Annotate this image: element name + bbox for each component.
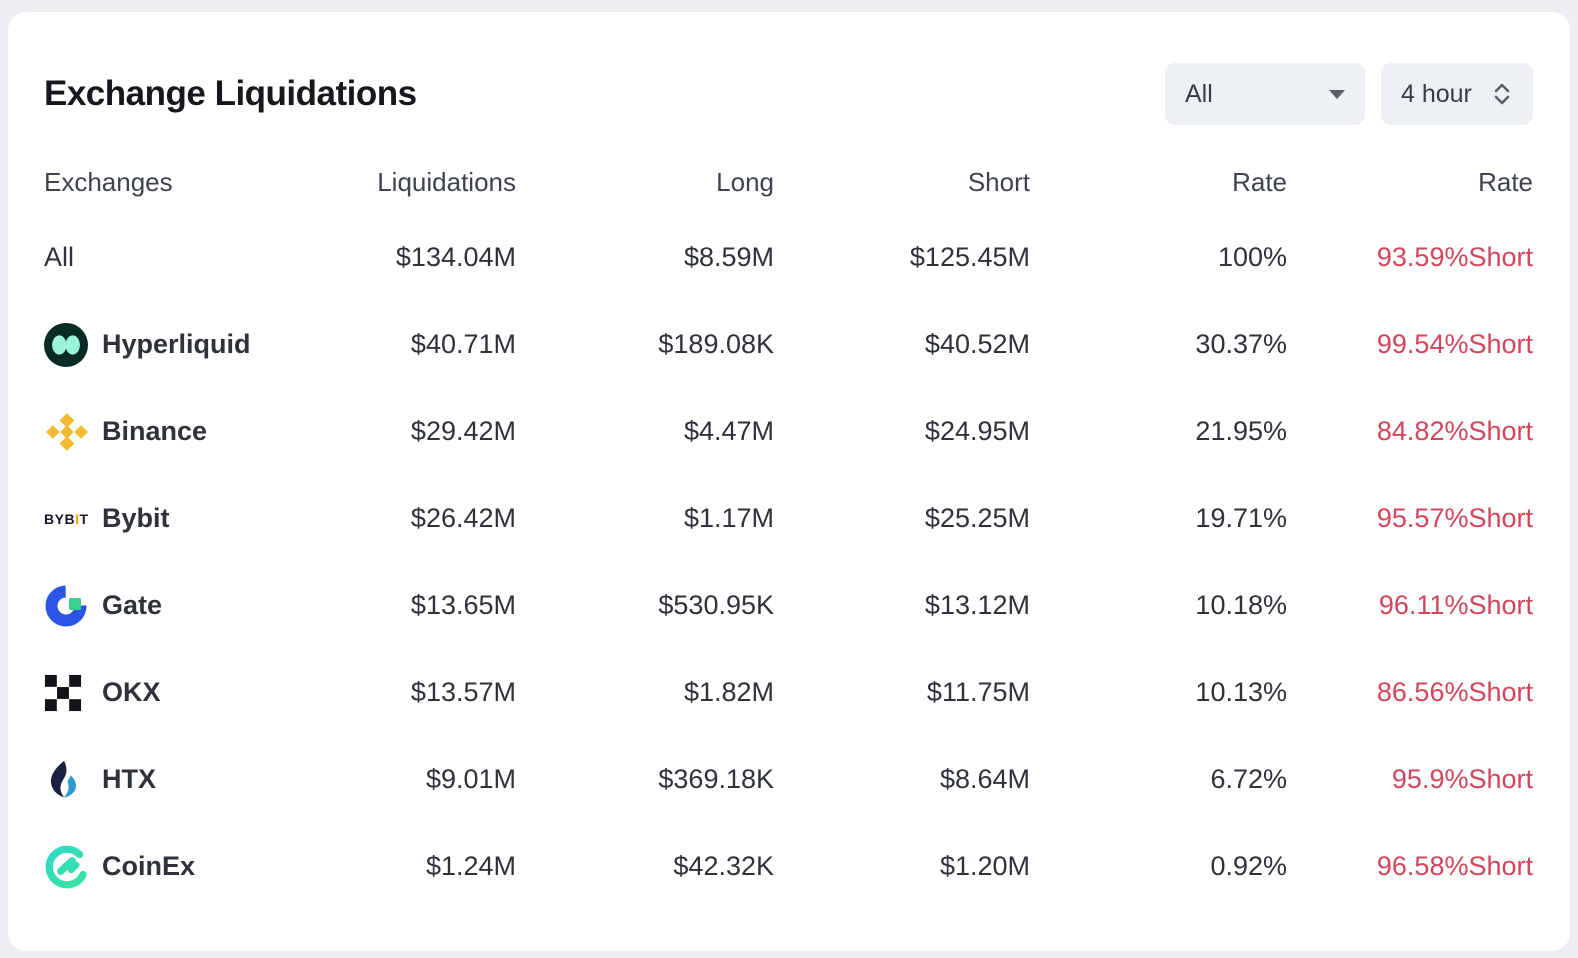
- page-title: Exchange Liquidations: [44, 74, 417, 113]
- cell-long: $189.08K: [658, 329, 774, 359]
- col-header-short[interactable]: Short: [967, 166, 1030, 197]
- cell-rate-short: 96.58%Short: [1376, 851, 1533, 881]
- col-header-liquidations[interactable]: Liquidations: [377, 166, 516, 197]
- cell-short: $24.95M: [924, 416, 1030, 446]
- exchange-filter-dropdown[interactable]: All: [1165, 63, 1365, 125]
- cell-short: $1.20M: [939, 851, 1030, 881]
- cell-long: $1.17M: [683, 503, 774, 533]
- cell-long: $42.32K: [673, 851, 774, 881]
- cell-rate: 6.72%: [1210, 764, 1287, 794]
- cell-long: $530.95K: [658, 590, 774, 620]
- cell-rate-short: 96.11%Short: [1378, 590, 1533, 620]
- time-filter-dropdown[interactable]: 4 hour: [1381, 63, 1533, 125]
- exchange-name: HTX: [102, 764, 156, 794]
- cell-long: $369.18K: [658, 764, 774, 794]
- table-header-row: Exchanges Liquidations Long Short Rate R…: [44, 150, 1533, 214]
- up-down-chevrons-icon: [1491, 82, 1513, 106]
- exchange-name: CoinEx: [102, 851, 196, 881]
- cell-rate-short: 95.57%Short: [1376, 503, 1533, 533]
- cell-rate: 30.37%: [1195, 329, 1287, 359]
- cell-long: $1.82M: [683, 677, 774, 707]
- table-row-htx[interactable]: HTX $9.01M $369.18K $8.64M 6.72% 95.9%Sh…: [44, 736, 1533, 823]
- table-row-coinex[interactable]: CoinEx $1.24M $42.32K $1.20M 0.92% 96.58…: [44, 823, 1533, 910]
- exchange-name: Binance: [102, 416, 208, 446]
- cell-liquidations: $134.04M: [395, 242, 516, 272]
- cell-liquidations: $26.42M: [410, 503, 516, 533]
- bybit-icon: BYBIT: [44, 510, 102, 528]
- cell-short: $8.64M: [939, 764, 1030, 794]
- cell-rate-short: 84.82%Short: [1376, 416, 1533, 446]
- col-header-long[interactable]: Long: [716, 166, 774, 197]
- cell-rate: 10.13%: [1195, 677, 1287, 707]
- cell-short: $25.25M: [924, 503, 1030, 533]
- table-row-gate[interactable]: Gate $13.65M $530.95K $13.12M 10.18% 96.…: [44, 562, 1533, 649]
- chevron-down-icon: [1329, 89, 1345, 99]
- exchange-name: OKX: [102, 677, 161, 707]
- cell-liquidations: $13.65M: [410, 590, 516, 620]
- cell-liquidations: $13.57M: [410, 677, 516, 707]
- cell-rate: 100%: [1217, 242, 1287, 272]
- col-header-rate[interactable]: Rate: [1232, 166, 1287, 197]
- cell-rate-short: 93.59%Short: [1376, 242, 1533, 272]
- cell-rate-short: 86.56%Short: [1376, 677, 1533, 707]
- cell-rate-short: 95.9%Short: [1391, 764, 1533, 794]
- cell-liquidations: $40.71M: [410, 329, 516, 359]
- exchange-name: All: [44, 242, 75, 272]
- table-row-hyperliquid[interactable]: Hyperliquid $40.71M $189.08K $40.52M 30.…: [44, 301, 1533, 388]
- time-filter-value: 4 hour: [1401, 79, 1472, 108]
- cell-long: $4.47M: [683, 416, 774, 446]
- binance-icon: [44, 409, 102, 455]
- exchange-name: Gate: [102, 590, 163, 620]
- cell-short: $125.45M: [909, 242, 1030, 272]
- exchange-liquidations-card: Exchange Liquidations All 4 hour Exchang…: [8, 12, 1570, 951]
- card-header: Exchange Liquidations All 4 hour: [44, 62, 1533, 126]
- exchange-name: Hyperliquid: [102, 329, 251, 359]
- svg-text:BYBIT: BYBIT: [44, 511, 89, 527]
- cell-short: $11.75M: [926, 677, 1030, 707]
- cell-long: $8.59M: [683, 242, 774, 272]
- cell-liquidations: $1.24M: [425, 851, 516, 881]
- cell-rate: 19.71%: [1195, 503, 1287, 533]
- hyperliquid-icon: [44, 322, 102, 367]
- exchange-name: Bybit: [102, 503, 170, 533]
- cell-liquidations: $9.01M: [425, 764, 516, 794]
- filter-controls: All 4 hour: [1165, 63, 1533, 125]
- cell-rate: 10.18%: [1195, 590, 1287, 620]
- cell-short: $13.12M: [924, 590, 1030, 620]
- exchange-filter-value: All: [1185, 79, 1213, 108]
- col-header-exchanges[interactable]: Exchanges: [44, 166, 173, 197]
- cell-rate: 0.92%: [1210, 851, 1287, 881]
- table-row-all[interactable]: All $134.04M $8.59M $125.45M 100% 93.59%…: [44, 214, 1533, 301]
- cell-rate-short: 99.54%Short: [1376, 329, 1533, 359]
- coinex-icon: [44, 844, 102, 890]
- table-row-binance[interactable]: Binance $29.42M $4.47M $24.95M 21.95% 84…: [44, 388, 1533, 475]
- cell-liquidations: $29.42M: [410, 416, 516, 446]
- col-header-rate-short[interactable]: Rate: [1478, 166, 1533, 197]
- okx-icon: [44, 674, 102, 712]
- htx-icon: [44, 759, 102, 801]
- cell-rate: 21.95%: [1195, 416, 1287, 446]
- table-row-okx[interactable]: OKX $13.57M $1.82M $11.75M 10.13% 86.56%…: [44, 649, 1533, 736]
- table-row-bybit[interactable]: BYBIT Bybit $26.42M $1.17M $25.25M 19.71…: [44, 475, 1533, 562]
- cell-short: $40.52M: [924, 329, 1030, 359]
- gate-icon: [44, 584, 102, 628]
